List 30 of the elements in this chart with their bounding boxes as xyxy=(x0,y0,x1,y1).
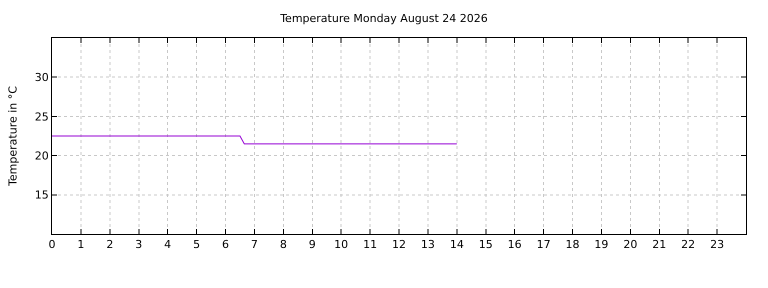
x-tick-label: 20 xyxy=(623,238,638,252)
x-tick-label: 3 xyxy=(135,238,142,252)
x-tick-label: 10 xyxy=(334,238,348,252)
x-tick-label: 12 xyxy=(392,238,406,252)
y-tick-label: 30 xyxy=(34,71,49,84)
x-tick-label: 5 xyxy=(193,238,200,252)
x-tick-label: 19 xyxy=(594,238,608,252)
y-tick-label: 20 xyxy=(34,149,49,162)
x-tick-label: 0 xyxy=(48,238,56,252)
x-tick-label: 18 xyxy=(566,238,580,252)
y-axis-title: Temperature in °C xyxy=(6,86,20,187)
x-tick-label: 14 xyxy=(450,238,464,252)
chart-title: Temperature Monday August 24 2026 xyxy=(279,12,488,26)
x-tick-label: 22 xyxy=(681,238,696,252)
x-tick-label: 16 xyxy=(508,238,522,252)
x-tick-label: 6 xyxy=(222,238,229,252)
y-tick-label: 25 xyxy=(34,110,49,124)
x-tick-label: 7 xyxy=(250,238,258,252)
x-tick-label: 1 xyxy=(77,238,84,252)
x-tick-label: 23 xyxy=(710,238,724,252)
x-tick-label: 15 xyxy=(478,238,493,252)
x-tick-label: 13 xyxy=(420,238,435,252)
x-tick-label: 4 xyxy=(164,238,172,252)
x-tick-label: 8 xyxy=(280,238,287,252)
x-tick-label: 9 xyxy=(308,238,316,252)
y-tick-label: 15 xyxy=(34,188,49,202)
x-tick-label: 17 xyxy=(536,238,551,252)
x-tick-label: 2 xyxy=(106,238,114,252)
x-tick-label: 21 xyxy=(652,238,666,252)
x-tick-label: 11 xyxy=(363,238,378,252)
